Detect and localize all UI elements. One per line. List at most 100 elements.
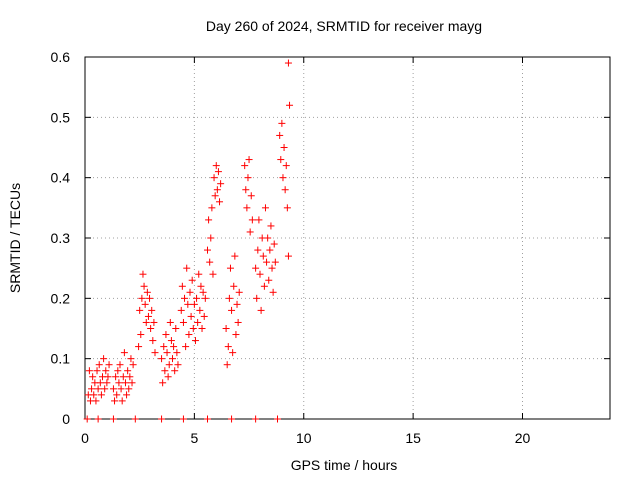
data-point [245, 156, 253, 164]
data-point [286, 101, 294, 109]
data-point [111, 397, 119, 405]
x-tick-label: 10 [296, 430, 312, 446]
data-point [201, 294, 209, 302]
data-point [212, 162, 220, 170]
data-point [104, 373, 112, 381]
grid-lines [85, 57, 610, 419]
data-point [217, 180, 225, 188]
data-point [147, 325, 155, 332]
data-point [85, 367, 93, 375]
data-point [189, 325, 197, 332]
data-point [118, 397, 126, 405]
data-point [123, 391, 131, 399]
y-axis-label: SRMTID / TECUs [7, 183, 23, 293]
data-point [166, 318, 174, 326]
data-point [247, 192, 255, 200]
y-tick-label: 0.5 [51, 109, 71, 125]
data-point [274, 415, 281, 423]
data-point [248, 216, 256, 224]
data-point [204, 415, 211, 423]
data-point [204, 246, 211, 254]
data-point [195, 270, 203, 278]
data-point [128, 379, 136, 387]
data-point [191, 337, 199, 345]
data-point [140, 282, 148, 290]
data-point [184, 300, 192, 308]
data-point [163, 349, 171, 357]
data-point [159, 379, 167, 387]
data-point [179, 415, 187, 423]
data-points [83, 59, 294, 423]
data-point [276, 131, 284, 139]
data-point [169, 355, 176, 363]
data-point [190, 300, 198, 308]
data-point [216, 198, 224, 206]
data-point [284, 59, 292, 67]
data-point [198, 325, 206, 332]
data-point [213, 186, 221, 194]
data-point [264, 234, 272, 242]
data-point [263, 258, 271, 266]
data-point [117, 385, 125, 393]
data-point [208, 204, 216, 212]
data-point [280, 144, 288, 151]
data-point [197, 282, 205, 290]
data-point [261, 204, 269, 212]
data-point [170, 343, 178, 351]
data-point [188, 276, 196, 284]
data-point [186, 288, 194, 296]
data-point [125, 385, 133, 393]
y-tick-label: 0.6 [51, 49, 71, 65]
data-point [158, 355, 166, 363]
data-point [105, 361, 113, 369]
data-point [83, 415, 91, 423]
data-point [207, 234, 215, 242]
data-point [165, 361, 173, 369]
data-point [177, 306, 185, 314]
data-point [232, 331, 240, 339]
data-point [283, 204, 291, 212]
data-point [113, 391, 121, 399]
data-point [209, 270, 217, 278]
data-point [277, 156, 285, 164]
data-point [167, 337, 175, 345]
data-point [90, 391, 98, 399]
data-point [187, 312, 195, 320]
data-point [100, 355, 108, 363]
y-tick-label: 0.4 [51, 170, 71, 186]
data-point [252, 264, 260, 272]
data-point [149, 337, 157, 345]
data-point [92, 397, 100, 405]
data-point [124, 367, 132, 375]
data-point [150, 318, 158, 326]
data-point [226, 264, 234, 272]
data-point [141, 300, 149, 308]
data-point [241, 162, 249, 170]
data-point [138, 294, 146, 302]
data-point [173, 349, 181, 357]
data-point [129, 361, 137, 369]
data-point [223, 361, 231, 369]
data-point [252, 415, 260, 423]
data-point [243, 204, 251, 212]
plot-area-border [84, 56, 611, 420]
data-point [112, 373, 120, 381]
data-point [179, 318, 187, 326]
data-point [93, 367, 101, 375]
data-point [89, 373, 97, 381]
data-point [279, 174, 287, 182]
data-point [148, 306, 156, 314]
data-point [131, 415, 139, 423]
data-point [185, 331, 193, 339]
data-point [230, 282, 238, 290]
data-point [183, 264, 191, 272]
data-point [160, 343, 168, 351]
data-point [126, 373, 134, 381]
data-point [268, 264, 276, 272]
data-point [139, 270, 147, 278]
y-tick-label: 0.2 [51, 290, 71, 306]
data-point [242, 186, 250, 194]
data-point [121, 379, 129, 387]
data-point [256, 270, 264, 278]
